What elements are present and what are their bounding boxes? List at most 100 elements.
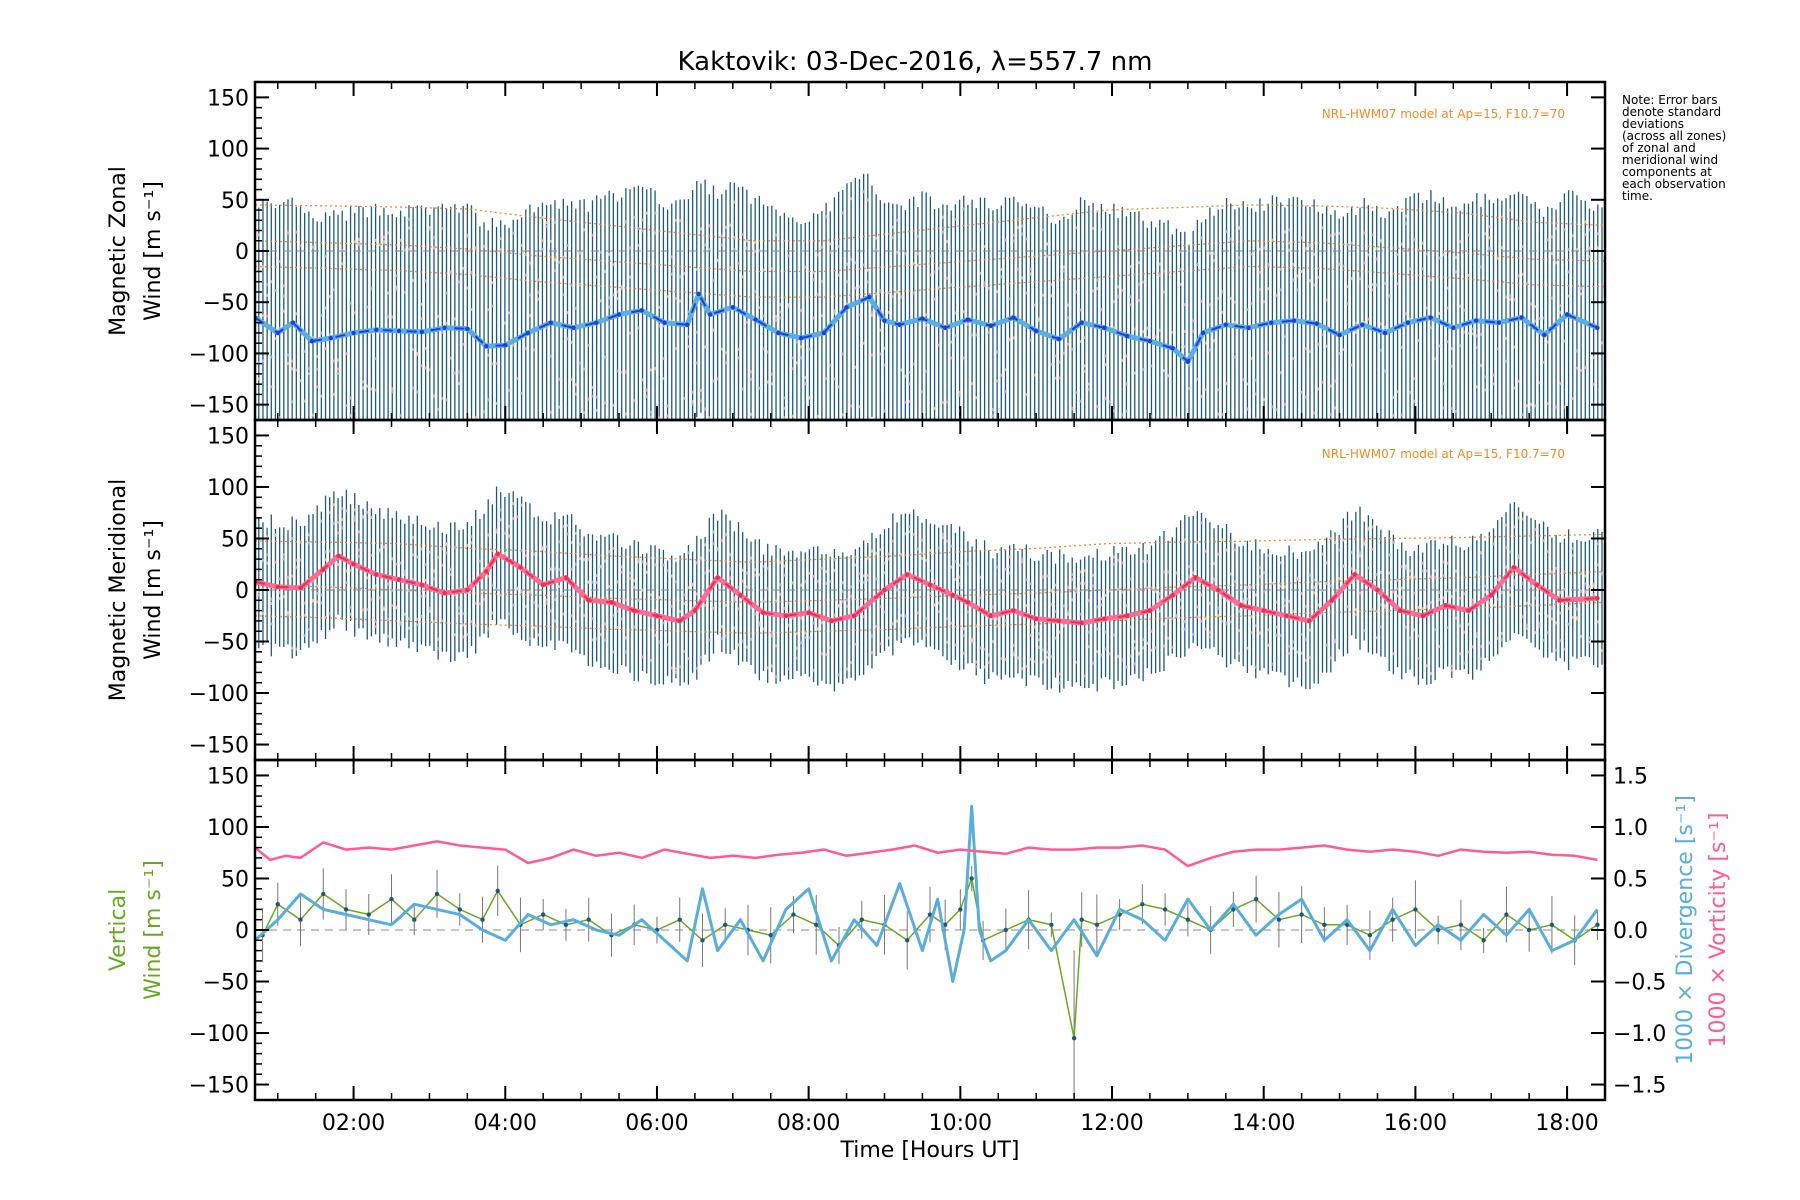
meridional-zone-point [478,559,482,563]
meridional-zone-point [657,596,661,600]
zonal-zone-point [949,356,953,360]
meridional-zone-point [1012,643,1016,647]
zonal-zone-point [1179,282,1183,286]
zonal-zone-point [574,392,578,396]
zonal-mean-point [1564,312,1570,317]
zonal-zone-point [599,299,603,303]
meridional-zone-point [315,584,319,588]
zonal-model-curve [255,204,1605,242]
meridional-zone-point [832,568,836,572]
meridional-zone-point [1254,624,1258,628]
zonal-zone-point [432,246,436,250]
zonal-zone-point [770,382,774,386]
meridional-zone-point [549,567,553,571]
meridional-zone-point [1571,615,1575,619]
meridional-zone-point [736,643,740,647]
meridional-zone-point [1291,647,1295,651]
meridional-zone-point [837,603,841,607]
zonal-zone-point [1258,287,1262,291]
vertical-wind-point [366,912,371,917]
meridional-zone-point [1208,635,1212,639]
right-tick-label: 0.5 [1613,867,1648,892]
zonal-zone-point [1492,373,1496,377]
meridional-zone-point [1433,569,1437,573]
zonal-zone-point [386,291,390,295]
meridional-zone-point [511,501,515,505]
meridional-wind-panel: NRL-HWM07 model at Ap=15, F10.7=70150100… [106,418,1607,762]
meridional-zone-point [1550,570,1554,574]
zonal-zone-point [1108,400,1112,404]
meridional-zone-point [1462,661,1466,665]
zonal-zone-point [1095,278,1099,282]
zonal-zone-point [1245,308,1249,312]
meridional-zone-point [273,560,277,564]
meridional-zone-point [762,565,766,569]
zonal-zone-point [1463,431,1466,434]
zonal-zone-point [507,311,511,315]
zonal-zone-point [1208,251,1212,255]
zonal-zone-point [1325,298,1329,302]
zonal-zone-point [807,396,811,400]
zonal-zone-point [357,238,361,242]
meridional-zone-point [1454,569,1458,573]
zonal-zone-point [941,230,945,234]
zonal-zone-point [787,303,791,307]
meridional-zone-point [474,623,478,627]
zonal-zone-point [1400,242,1404,246]
meridional-mean-point [1511,565,1517,570]
meridional-zone-point [265,535,269,539]
meridional-zone-point [524,605,528,609]
zonal-zone-point [1179,268,1183,272]
meridional-mean-point [965,600,971,605]
zonal-zone-point [445,321,449,325]
zonal-zone-point [895,218,899,222]
meridional-zone-point [457,606,461,610]
zonal-zone-point [657,416,661,420]
meridional-zone-point [1124,617,1128,621]
meridional-zone-point [1550,606,1554,610]
zonal-zone-point [1587,246,1591,250]
zonal-zone-point [269,280,273,284]
meridional-zone-point [749,556,753,560]
zonal-zone-point [1254,378,1258,382]
zonal-zone-point [1567,248,1571,252]
zonal-zone-point [1216,412,1220,416]
right-tick-label: −0.5 [1613,971,1666,996]
meridional-zone-point [1041,648,1045,652]
meridional-zone-point [440,563,444,567]
zonal-zone-point [1300,270,1304,274]
zonal-zone-point [749,370,753,374]
zonal-mean-point [1405,320,1411,325]
zonal-zone-point [924,370,928,374]
zonal-zone-point [1487,225,1491,229]
meridional-zone-point [1141,646,1145,650]
meridional-zone-point [532,626,536,630]
zonal-zone-point [1362,261,1366,265]
zonal-zone-point [565,337,569,341]
zonal-zone-point [1270,238,1274,242]
meridional-zone-point [1145,559,1149,563]
zonal-zone-point [857,313,861,317]
meridional-zone-point [1441,573,1445,577]
zonal-zone-point [1154,441,1157,444]
meridional-zone-point [1112,562,1116,566]
meridional-zone-point [1546,631,1550,635]
meridional-zone-point [766,567,770,571]
meridional-zone-point [1049,589,1053,593]
meridional-zone-point [666,643,670,647]
meridional-mean-point [1056,618,1062,624]
zonal-zone-point [624,220,628,224]
meridional-zone-point [319,519,323,523]
zonal-zone-point [520,244,524,248]
zonal-zone-point [824,215,828,219]
meridional-zone-point [1517,553,1521,557]
meridional-zone-point [1529,584,1533,588]
zonal-zone-point [324,347,328,351]
meridional-zone-point [1279,584,1283,588]
meridional-mean-point [1557,598,1562,603]
zonal-zone-point [1537,381,1541,385]
zonal-zone-point [1508,297,1512,301]
meridional-zone-point [945,640,949,644]
meridional-zone-point [1120,561,1124,565]
meridional-zone-point [1567,622,1571,626]
